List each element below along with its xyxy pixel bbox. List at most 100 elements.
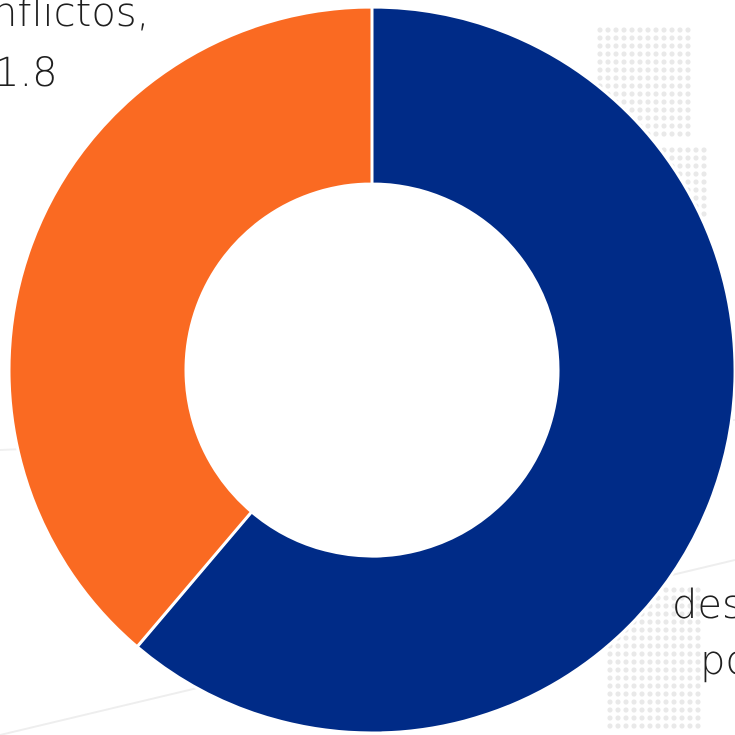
map-dot [637, 35, 643, 41]
map-dot [631, 659, 637, 665]
map-dot [687, 651, 693, 657]
map-dot [685, 147, 691, 153]
map-dot [637, 59, 643, 65]
map-dot [669, 51, 675, 57]
map-dot [621, 75, 627, 81]
map-dot [679, 707, 685, 713]
map-dot [645, 123, 651, 129]
map-dot [653, 91, 659, 97]
map-dot [621, 43, 627, 49]
map-dot [701, 211, 707, 217]
map-dot [615, 643, 621, 649]
map-dot [647, 691, 653, 697]
map-dot [687, 659, 693, 665]
map-dot [679, 675, 685, 681]
map-dot [637, 107, 643, 113]
map-dot [671, 699, 677, 705]
map-dot [669, 115, 675, 121]
map-dot [671, 667, 677, 673]
map-dot [613, 51, 619, 57]
map-dot [687, 707, 693, 713]
map-dot [695, 627, 701, 633]
map-dot [671, 595, 677, 601]
map-dot [647, 627, 653, 633]
map-dot [685, 35, 691, 41]
map-dot [655, 707, 661, 713]
map-dot [671, 675, 677, 681]
map-dot [661, 83, 667, 89]
map-dot [639, 683, 645, 689]
donut-hole [186, 184, 558, 556]
map-dot [605, 83, 611, 89]
map-dot [615, 659, 621, 665]
map-dot [597, 67, 603, 73]
map-dot [597, 59, 603, 65]
map-dot [613, 35, 619, 41]
map-dot [629, 83, 635, 89]
map-dot [671, 611, 677, 617]
map-dot [679, 643, 685, 649]
map-dot [639, 627, 645, 633]
map-dot [677, 123, 683, 129]
map-dot [669, 35, 675, 41]
map-dot [645, 75, 651, 81]
map-dot [695, 699, 701, 705]
map-dot [597, 75, 603, 81]
map-dot [655, 723, 661, 729]
map-dot [607, 699, 613, 705]
map-dot [645, 107, 651, 113]
map-dot [631, 683, 637, 689]
map-dot [663, 595, 669, 601]
map-dot [607, 723, 613, 729]
map-dot [671, 715, 677, 721]
map-dot [671, 683, 677, 689]
map-dot [695, 723, 701, 729]
map-dot [653, 107, 659, 113]
map-dot [693, 171, 699, 177]
map-dot [637, 27, 643, 33]
map-dot [639, 667, 645, 673]
map-dot [655, 691, 661, 697]
map-dot [613, 67, 619, 73]
map-dot [647, 667, 653, 673]
map-dot [701, 171, 707, 177]
map-dot [629, 51, 635, 57]
map-dot [701, 163, 707, 169]
map-dot [621, 27, 627, 33]
map-dot [613, 27, 619, 33]
map-dot [669, 83, 675, 89]
map-dot [621, 35, 627, 41]
map-dot [685, 83, 691, 89]
map-dot [655, 675, 661, 681]
map-dot [607, 675, 613, 681]
map-dot [655, 635, 661, 641]
map-dot [695, 659, 701, 665]
map-dot [605, 67, 611, 73]
map-dot [655, 651, 661, 657]
map-dot [661, 27, 667, 33]
map-dot [663, 723, 669, 729]
map-dot [679, 699, 685, 705]
map-dot [693, 155, 699, 161]
map-dot [637, 43, 643, 49]
map-dot [615, 683, 621, 689]
map-dot [615, 675, 621, 681]
map-dot [613, 59, 619, 65]
map-dot [663, 707, 669, 713]
map-dot [671, 643, 677, 649]
map-dot [687, 723, 693, 729]
map-dot [677, 51, 683, 57]
map-dot [663, 627, 669, 633]
map-dot [671, 603, 677, 609]
map-dot [621, 59, 627, 65]
map-dot [701, 179, 707, 185]
map-dot [629, 43, 635, 49]
slice-label-value: 1.8 [0, 50, 58, 96]
map-dot [597, 43, 603, 49]
map-dot [653, 43, 659, 49]
map-dot [629, 99, 635, 105]
map-dot [605, 35, 611, 41]
map-dot [679, 619, 685, 625]
map-dot [671, 627, 677, 633]
map-dot [623, 651, 629, 657]
